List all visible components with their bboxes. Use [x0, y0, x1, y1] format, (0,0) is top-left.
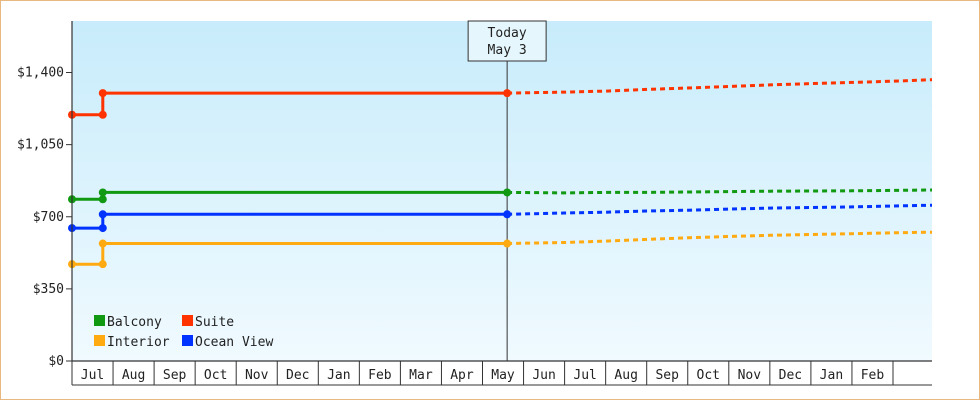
y-tick-label: $1,400 — [17, 66, 64, 81]
series-point — [503, 210, 512, 219]
series-history-line — [72, 212, 508, 230]
x-axis: Jul Aug Sep Oct Nov Dec Jan Feb Mar Apr May Jun Jul A… — [71, 361, 932, 386]
x-tick-label: Jul — [573, 368, 596, 383]
series-point — [98, 260, 107, 269]
series-point — [98, 89, 107, 98]
legend-swatch — [182, 335, 193, 346]
x-tick-label: Aug — [614, 368, 637, 383]
series-point — [98, 224, 107, 233]
series-lines — [68, 78, 933, 269]
series-forecast-line — [507, 188, 933, 195]
x-tick-label: Feb — [368, 368, 392, 383]
series-point — [503, 89, 512, 98]
series-point — [503, 239, 512, 248]
legend-swatch — [94, 335, 105, 346]
series-point — [503, 188, 512, 197]
legend-swatch — [182, 315, 193, 326]
legend: Balcony Suite Interior Ocean View — [94, 315, 273, 350]
x-tick-label: Jan — [820, 368, 843, 383]
series-history-line — [72, 91, 508, 117]
x-tick-label: Dec — [286, 368, 309, 383]
x-tick-label: Nov — [738, 368, 762, 383]
today-label: Today — [488, 26, 527, 41]
series-point — [98, 188, 107, 197]
series-point — [98, 195, 107, 204]
x-tick-label: Jan — [327, 368, 350, 383]
x-tick-label: Oct — [204, 368, 227, 383]
today-date: May 3 — [488, 43, 527, 58]
x-tick-label: Feb — [861, 368, 885, 383]
x-tick-label: Nov — [245, 368, 269, 383]
y-tick-label: $350 — [33, 282, 64, 297]
legend-label: Balcony — [107, 315, 162, 330]
legend-swatch — [94, 315, 105, 326]
legend-label: Interior — [107, 335, 170, 350]
series-forecast-line — [507, 203, 933, 216]
x-tick-label: Aug — [122, 368, 145, 383]
series-forecast-line — [507, 230, 933, 245]
y-tick-label: $700 — [33, 210, 64, 225]
series-point — [98, 110, 107, 119]
x-tick-label: Apr — [450, 368, 474, 383]
series-point — [98, 210, 107, 219]
y-tick-label: $0 — [48, 354, 64, 369]
x-tick-label: Oct — [697, 368, 720, 383]
x-tick-label: Jul — [81, 368, 104, 383]
series-history-line — [72, 242, 508, 266]
x-tick-label: Jun — [532, 368, 555, 383]
x-tick-label: May — [491, 368, 515, 383]
x-tick-label: Dec — [779, 368, 802, 383]
y-tick-label: $1,050 — [17, 138, 64, 153]
legend-label: Ocean View — [195, 335, 273, 350]
series-point — [98, 239, 107, 248]
y-axis: $0 $350 $700 $1,050 $1,400 — [17, 66, 72, 369]
x-tick-label: Sep — [163, 368, 187, 383]
x-tick-label: Sep — [655, 368, 679, 383]
series-forecast-line — [507, 78, 933, 95]
today-box — [467, 20, 547, 62]
legend-label: Suite — [195, 315, 234, 330]
x-tick-label: Mar — [409, 368, 433, 383]
